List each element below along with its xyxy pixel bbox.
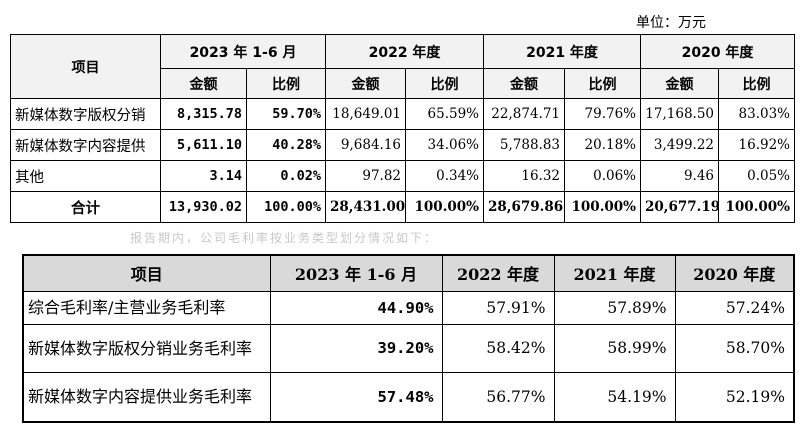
row-label: 新媒体数字版权分销业务毛利率 [22,323,271,373]
table-cell: 56.77% [441,371,555,423]
table-cell: 16.32 [483,160,566,192]
header-period: 2023 年 1-6 月 [269,254,443,292]
table-cell: 100.00% [564,191,642,223]
table-cell: 3.14 [160,160,247,192]
table-cell: 20.18% [564,129,642,161]
header-period: 2022 年度 [325,34,485,69]
table-cell: 58.70% [674,323,795,373]
row-label: 其他 [10,160,161,192]
revenue-table: 项目 2023 年 1-6 月 2022 年度 2021 年度 2020 年度 … [10,34,796,223]
table-cell: 79.76% [564,98,642,130]
table-cell: 28,431.00 [325,191,407,223]
table-total-row: 合计 13,930.02 100.00% 28,431.00 100.00% 2… [10,191,796,223]
header-period: 2023 年 1-6 月 [159,34,327,69]
table-row: 综合毛利率/主营业务毛利率 44.90% 57.91% 57.89% 57.24… [22,290,795,325]
table-cell: 54.19% [553,371,676,423]
table-cell: 97.82 [325,160,407,192]
table-cell: 100.00% [405,191,485,223]
header-ratio: 比例 [245,68,327,99]
header-period: 2021 年度 [483,34,642,69]
table-header-row: 项目 2023 年 1-6 月 2022 年度 2021 年度 2020 年度 [10,34,796,99]
table-row: 新媒体数字版权分销 8,315.78 59.70% 18,649.01 65.5… [10,98,796,130]
header-period: 2020 年度 [640,34,796,69]
unit-label: 单位：万元 [636,15,706,31]
table-cell: 57.48% [269,371,443,423]
faint-caption: 报告期内，公司毛利率按业务类型划分情况如下： [130,231,439,245]
table-cell: 58.42% [441,323,555,373]
table-cell: 5,611.10 [160,129,247,161]
row-label: 新媒体数字内容提供业务毛利率 [22,371,271,423]
table-row: 新媒体数字内容提供业务毛利率 57.48% 56.77% 54.19% 52.1… [22,371,795,423]
gross-margin-table: 项目 2023 年 1-6 月 2022 年度 2021 年度 2020 年度 … [22,254,795,423]
table-cell: 59.70% [245,98,327,130]
table-cell: 39.20% [269,323,443,373]
row-label: 新媒体数字内容提供 [10,129,161,161]
table-row: 其他 3.14 0.02% 97.82 0.34% 16.32 0.06% 9.… [10,160,796,192]
table-cell: 57.24% [674,290,795,325]
table-cell: 0.06% [564,160,642,192]
table-cell: 52.19% [674,371,795,423]
table-row: 新媒体数字内容提供 5,611.10 40.28% 9,684.16 34.06… [10,129,796,161]
table-cell: 100.00% [718,191,796,223]
table-cell: 20,677.19 [640,191,720,223]
table-cell: 58.99% [553,323,676,373]
table-cell: 44.90% [269,290,443,325]
row-label: 综合毛利率/主营业务毛利率 [22,290,271,325]
table-cell: 18,649.01 [325,98,407,130]
row-label: 合计 [10,191,161,223]
header-item: 项目 [10,34,161,99]
row-label: 新媒体数字版权分销 [10,98,161,130]
header-amount: 金额 [160,68,247,99]
header-amount: 金额 [325,68,407,99]
table-cell: 9.46 [640,160,720,192]
table-cell: 83.03% [718,98,796,130]
header-ratio: 比例 [564,68,642,99]
header-amount: 金额 [483,68,566,99]
table-cell: 17,168.50 [640,98,720,130]
table-cell: 34.06% [405,129,485,161]
table-cell: 3,499.22 [640,129,720,161]
table-cell: 40.28% [245,129,327,161]
header-period: 2022 年度 [441,254,555,292]
header-period: 2020 年度 [674,254,795,292]
header-period: 2021 年度 [553,254,676,292]
table-cell: 13,930.02 [160,191,247,223]
table-cell: 22,874.71 [483,98,566,130]
table-cell: 0.02% [245,160,327,192]
header-ratio: 比例 [718,68,796,99]
table-cell: 16.92% [718,129,796,161]
header-amount: 金额 [640,68,720,99]
table-cell: 57.89% [553,290,676,325]
header-item: 项目 [22,254,271,292]
table-cell: 0.34% [405,160,485,192]
table-cell: 100.00% [245,191,327,223]
header-ratio: 比例 [405,68,485,99]
table-cell: 65.59% [405,98,485,130]
table-cell: 8,315.78 [160,98,247,130]
table-cell: 57.91% [441,290,555,325]
table-cell: 0.05% [718,160,796,192]
table-header-row: 项目 2023 年 1-6 月 2022 年度 2021 年度 2020 年度 [22,254,795,292]
table-row: 新媒体数字版权分销业务毛利率 39.20% 58.42% 58.99% 58.7… [22,323,795,373]
table-subheader-row: 金额 比例 金额 比例 金额 比例 金额 比例 [11,68,796,99]
table-cell: 9,684.16 [325,129,407,161]
table-cell: 5,788.83 [483,129,566,161]
table-cell: 28,679.86 [483,191,566,223]
